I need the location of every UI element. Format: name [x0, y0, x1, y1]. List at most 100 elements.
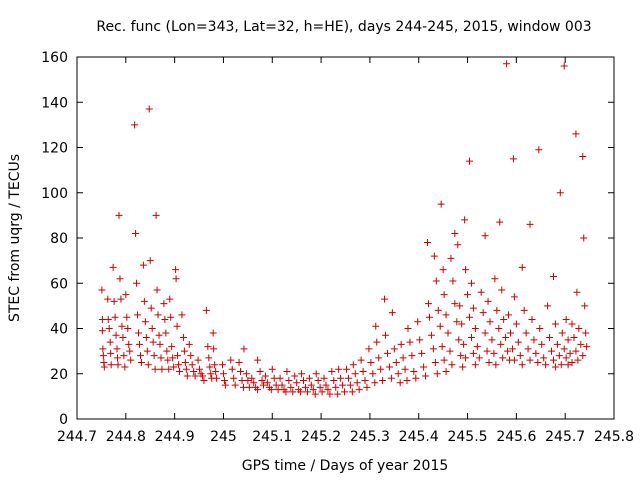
data-point: [200, 377, 208, 385]
data-point: [267, 386, 275, 394]
data-point: [361, 377, 369, 385]
data-point: [174, 352, 182, 360]
data-point: [485, 358, 493, 366]
data-point: [181, 358, 189, 366]
y-tick-label: 140: [41, 95, 68, 111]
x-tick-label: 245.2: [301, 429, 341, 445]
data-point: [119, 334, 127, 342]
data-point: [198, 372, 206, 380]
data-point: [499, 354, 507, 362]
tick-marks: [76, 56, 615, 420]
data-point: [282, 388, 290, 396]
data-point: [453, 318, 461, 326]
data-point: [462, 354, 470, 362]
data-point: [144, 361, 152, 369]
data-point: [433, 370, 441, 378]
data-point: [254, 356, 262, 364]
data-point: [442, 367, 450, 375]
data-point: [124, 325, 132, 332]
data-point: [98, 315, 106, 323]
data-point: [145, 105, 153, 113]
data-point: [324, 386, 332, 394]
data-point: [158, 365, 166, 373]
data-point: [339, 381, 347, 389]
data-point: [135, 329, 143, 337]
data-point: [162, 329, 170, 337]
data-point: [542, 361, 550, 369]
data-point: [133, 279, 141, 287]
data-point: [283, 367, 291, 375]
data-point: [471, 361, 479, 369]
data-point: [390, 345, 398, 353]
y-axis-label: STEC from uqrg / TECUs: [7, 154, 23, 322]
data-point: [109, 263, 117, 271]
data-point: [444, 329, 452, 337]
data-point: [399, 354, 407, 362]
data-point: [259, 381, 267, 389]
data-point: [557, 361, 565, 369]
y-tick-label: 100: [41, 186, 68, 202]
data-point: [220, 377, 228, 385]
data-point: [122, 291, 130, 299]
data-point: [551, 320, 559, 328]
data-point: [459, 363, 467, 371]
data-point: [387, 374, 395, 382]
x-tick-label: 245.1: [252, 429, 292, 445]
data-point: [436, 322, 444, 330]
data-point: [342, 365, 350, 373]
data-point: [498, 286, 506, 294]
data-point: [553, 340, 561, 348]
data-point: [394, 370, 402, 378]
data-point: [146, 257, 154, 265]
data-point: [212, 367, 220, 375]
data-point: [238, 377, 246, 385]
data-point: [244, 377, 252, 385]
data-point: [473, 343, 481, 351]
data-point: [268, 365, 276, 373]
data-point: [230, 374, 238, 382]
data-point: [250, 379, 258, 387]
data-point: [148, 325, 156, 332]
x-tick-label: 245.7: [545, 429, 585, 445]
x-tick-label: 245.6: [496, 429, 536, 445]
data-point: [496, 218, 504, 226]
data-point: [237, 367, 245, 375]
data-point: [562, 354, 570, 362]
data-point: [481, 329, 489, 337]
data-point: [526, 356, 534, 364]
data-point: [581, 302, 589, 310]
data-point: [305, 374, 313, 382]
data-point: [575, 325, 583, 332]
data-point: [131, 121, 139, 129]
data-point: [147, 304, 155, 312]
data-point: [118, 322, 126, 330]
data-point: [334, 390, 342, 398]
data-point: [418, 349, 426, 357]
data-point: [526, 220, 534, 228]
data-point: [442, 311, 450, 319]
data-point: [113, 345, 121, 353]
data-point: [359, 367, 367, 375]
data-point: [497, 340, 505, 348]
data-point: [351, 370, 359, 378]
data-point: [115, 211, 123, 219]
data-point: [551, 363, 559, 371]
data-point: [170, 363, 178, 371]
data-points: [98, 60, 591, 398]
data-point: [139, 261, 147, 269]
data-point: [287, 383, 295, 391]
data-point: [157, 354, 165, 362]
data-point: [172, 266, 180, 274]
data-point: [121, 363, 129, 371]
data-point: [355, 386, 363, 394]
data-point: [100, 363, 108, 371]
data-point: [424, 239, 432, 247]
data-point: [178, 311, 186, 319]
data-point: [348, 388, 356, 396]
data-point: [285, 377, 293, 385]
data-point: [518, 263, 526, 271]
data-point: [194, 356, 202, 364]
data-point: [507, 329, 515, 337]
data-point: [164, 356, 172, 364]
data-point: [307, 381, 315, 389]
